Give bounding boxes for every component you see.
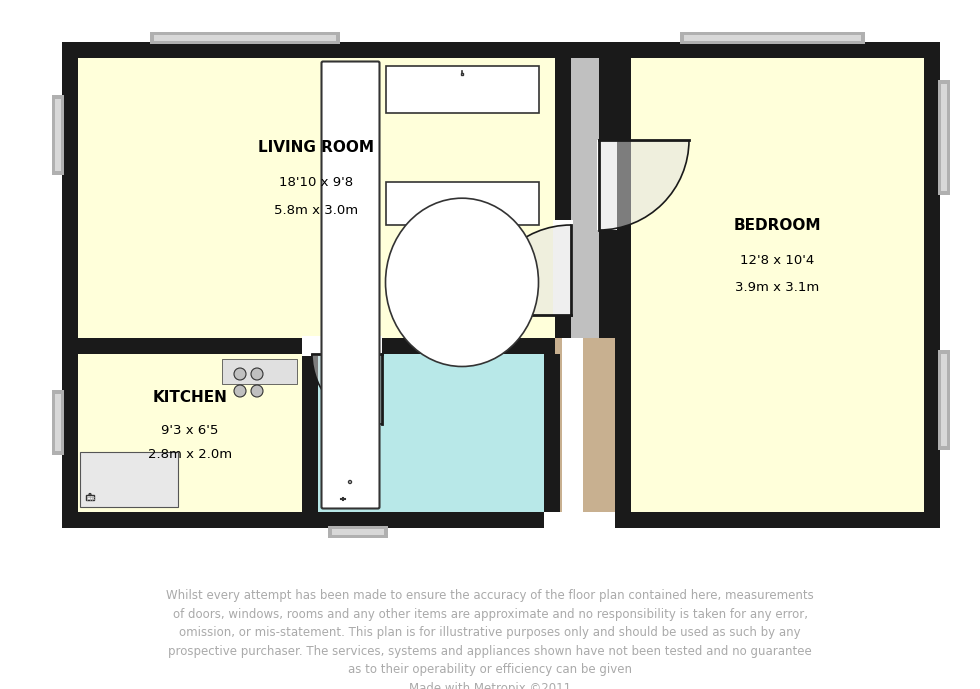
- Bar: [222, 359, 297, 384]
- Bar: [555, 338, 615, 512]
- Bar: [386, 66, 539, 113]
- Bar: [461, 73, 463, 75]
- Bar: [302, 336, 382, 356]
- Text: LIVING ROOM: LIVING ROOM: [258, 141, 374, 156]
- Bar: [615, 338, 940, 528]
- Bar: [544, 354, 560, 512]
- Bar: [302, 354, 318, 512]
- Text: 9'3 x 6'5: 9'3 x 6'5: [162, 424, 219, 437]
- Ellipse shape: [385, 198, 538, 367]
- Text: BEDROOM: BEDROOM: [733, 218, 820, 232]
- Text: 18'10 x 9'8: 18'10 x 9'8: [279, 176, 353, 189]
- Bar: [154, 35, 336, 41]
- Text: 5.8m x 3.0m: 5.8m x 3.0m: [274, 203, 358, 216]
- Bar: [599, 58, 615, 338]
- Bar: [386, 183, 539, 225]
- Bar: [544, 512, 615, 538]
- Wedge shape: [312, 354, 382, 424]
- Bar: [86, 495, 94, 500]
- Bar: [78, 354, 302, 512]
- Bar: [318, 354, 544, 512]
- Bar: [597, 140, 617, 230]
- Circle shape: [251, 368, 263, 380]
- Bar: [52, 95, 64, 175]
- Text: 3.9m x 3.1m: 3.9m x 3.1m: [735, 280, 819, 294]
- Bar: [555, 58, 571, 338]
- Bar: [328, 526, 388, 538]
- Bar: [553, 220, 573, 315]
- Bar: [684, 35, 861, 41]
- Bar: [562, 338, 583, 533]
- Bar: [78, 58, 555, 338]
- Circle shape: [234, 385, 246, 397]
- Bar: [304, 336, 323, 356]
- Bar: [55, 394, 61, 451]
- Circle shape: [251, 385, 263, 397]
- Bar: [62, 42, 940, 338]
- Text: KITCHEN: KITCHEN: [153, 391, 227, 406]
- Bar: [941, 354, 947, 446]
- Bar: [80, 452, 178, 507]
- Bar: [332, 529, 384, 535]
- Text: Whilst every attempt has been made to ensure the accuracy of the floor plan cont: Whilst every attempt has been made to en…: [167, 589, 813, 689]
- Bar: [941, 84, 947, 191]
- Bar: [62, 338, 578, 528]
- Wedge shape: [481, 225, 571, 315]
- Bar: [150, 32, 340, 44]
- Bar: [938, 80, 950, 195]
- Bar: [55, 99, 61, 171]
- Wedge shape: [599, 140, 689, 230]
- Text: 12'8 x 10'4: 12'8 x 10'4: [740, 254, 814, 267]
- Bar: [938, 350, 950, 450]
- Circle shape: [234, 368, 246, 380]
- Bar: [555, 58, 615, 338]
- Bar: [631, 58, 924, 512]
- FancyBboxPatch shape: [321, 61, 379, 508]
- Bar: [52, 390, 64, 455]
- Text: 2.8m x 2.0m: 2.8m x 2.0m: [148, 447, 232, 460]
- Bar: [680, 32, 865, 44]
